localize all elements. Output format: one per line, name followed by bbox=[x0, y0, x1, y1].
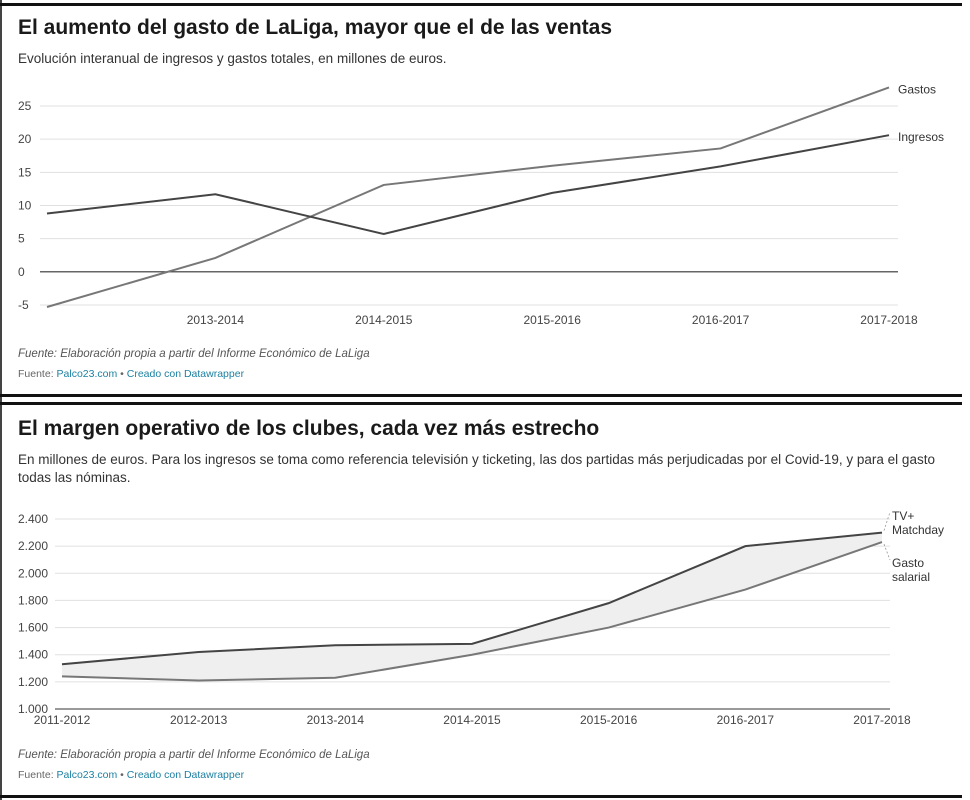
chart2-x-tick-label: 2011-2012 bbox=[34, 713, 91, 727]
chart2-margin-area bbox=[62, 532, 882, 681]
section-divider-bottom bbox=[0, 402, 962, 405]
chart2-byline-sep: • bbox=[117, 769, 127, 781]
chart1-series-label: Gastos bbox=[898, 82, 936, 96]
chart1-series-line-1 bbox=[46, 134, 890, 236]
chart1-y-tick-label: 15 bbox=[18, 165, 32, 179]
chart2-x-tick-label: 2017-2018 bbox=[853, 713, 911, 727]
top-rule bbox=[0, 3, 962, 6]
chart2-y-tick-label: 1.000 bbox=[18, 702, 48, 716]
chart2-byline-prefix: Fuente: bbox=[18, 769, 57, 781]
chart2-subtitle: En millones de euros. Para los ingresos … bbox=[18, 452, 935, 485]
chart1-y-tick-label: 0 bbox=[18, 265, 25, 279]
chart2-source-note: Fuente: Elaboración propia a partir del … bbox=[18, 749, 370, 761]
chart2-datawrapper-link[interactable]: Creado con Datawrapper bbox=[126, 769, 245, 781]
chart1-byline-prefix: Fuente: bbox=[18, 368, 57, 380]
chart1-y-tick-label: 20 bbox=[18, 132, 32, 146]
chart2-y-tick-label: 1.400 bbox=[18, 648, 48, 662]
chart1-byline-sep: • bbox=[117, 368, 127, 380]
chart1-byline: Fuente: Palco23.com • Creado con Datawra… bbox=[18, 368, 244, 380]
chart2-series-label: Gasto bbox=[892, 556, 924, 570]
chart1-title: El aumento del gasto de LaLiga, mayor qu… bbox=[18, 16, 613, 39]
chart1-source-link[interactable]: Palco23.com bbox=[56, 368, 118, 380]
chart1-svg: -5 0 5 10 15 20 25 2013-2014 2014-2015 2015-2016 2… bbox=[18, 82, 944, 327]
chart2-y-tick-label: 1.800 bbox=[18, 593, 48, 607]
chart2-title: El margen operativo de los clubes, cada … bbox=[18, 417, 600, 440]
chart2-leader-line bbox=[883, 511, 891, 531]
chart2-y-tick-label: 2.000 bbox=[18, 566, 48, 580]
chart2-series-label: salarial bbox=[892, 570, 930, 584]
bottom-rule bbox=[0, 795, 962, 798]
chart2-x-tick-label: 2014-2015 bbox=[443, 713, 501, 727]
chart2-leader-line bbox=[883, 543, 891, 561]
chart1-y-tick-label: -5 bbox=[18, 298, 29, 312]
chart2-byline: Fuente: Palco23.com • Creado con Datawra… bbox=[18, 769, 244, 781]
chart2-x-tick-label: 2016-2017 bbox=[717, 713, 775, 727]
chart2-series-label: TV+ bbox=[892, 509, 914, 523]
chart2-svg: 1.000 1.200 1.400 1.600 1.800 2.000 2.200 2.400… bbox=[18, 509, 944, 727]
chart2-series-label: Matchday bbox=[892, 523, 944, 537]
chart2-y-tick-label: 2.400 bbox=[18, 512, 48, 526]
chart1-x-tick-label: 2014-2015 bbox=[355, 313, 413, 327]
chart1-x-tick-label: 2017-2018 bbox=[860, 313, 918, 327]
chart1-y-tick-label: 25 bbox=[18, 99, 32, 113]
left-edge-divider bbox=[0, 0, 2, 800]
chart1-x-tick-label: 2013-2014 bbox=[187, 313, 245, 327]
chart2-x-tick-label: 2015-2016 bbox=[580, 713, 638, 727]
chart1-datawrapper-link[interactable]: Creado con Datawrapper bbox=[126, 368, 245, 380]
chart1-x-tick-label: 2015-2016 bbox=[524, 313, 582, 327]
chart2-x-tick-label: 2013-2014 bbox=[307, 713, 365, 727]
chart1-series-label: Ingresos bbox=[898, 130, 944, 144]
section-divider-top bbox=[0, 394, 962, 397]
chart2-y-tick-label: 1.600 bbox=[18, 621, 48, 635]
chart1-y-tick-label: 5 bbox=[18, 232, 25, 246]
chart2-x-tick-label: 2012-2013 bbox=[170, 713, 228, 727]
chart1-y-tick-label: 10 bbox=[18, 199, 32, 213]
chart1-subtitle: Evolución interanual de ingresos y gasto… bbox=[18, 51, 447, 66]
chart2-y-tick-label: 1.200 bbox=[18, 675, 48, 689]
chart2-source-link[interactable]: Palco23.com bbox=[56, 769, 118, 781]
chart1-series-line-0 bbox=[46, 86, 890, 308]
chart1-x-tick-label: 2016-2017 bbox=[692, 313, 750, 327]
chart2-y-tick-label: 2.200 bbox=[18, 539, 48, 553]
chart1-source-note: Fuente: Elaboración propia a partir del … bbox=[18, 348, 370, 360]
